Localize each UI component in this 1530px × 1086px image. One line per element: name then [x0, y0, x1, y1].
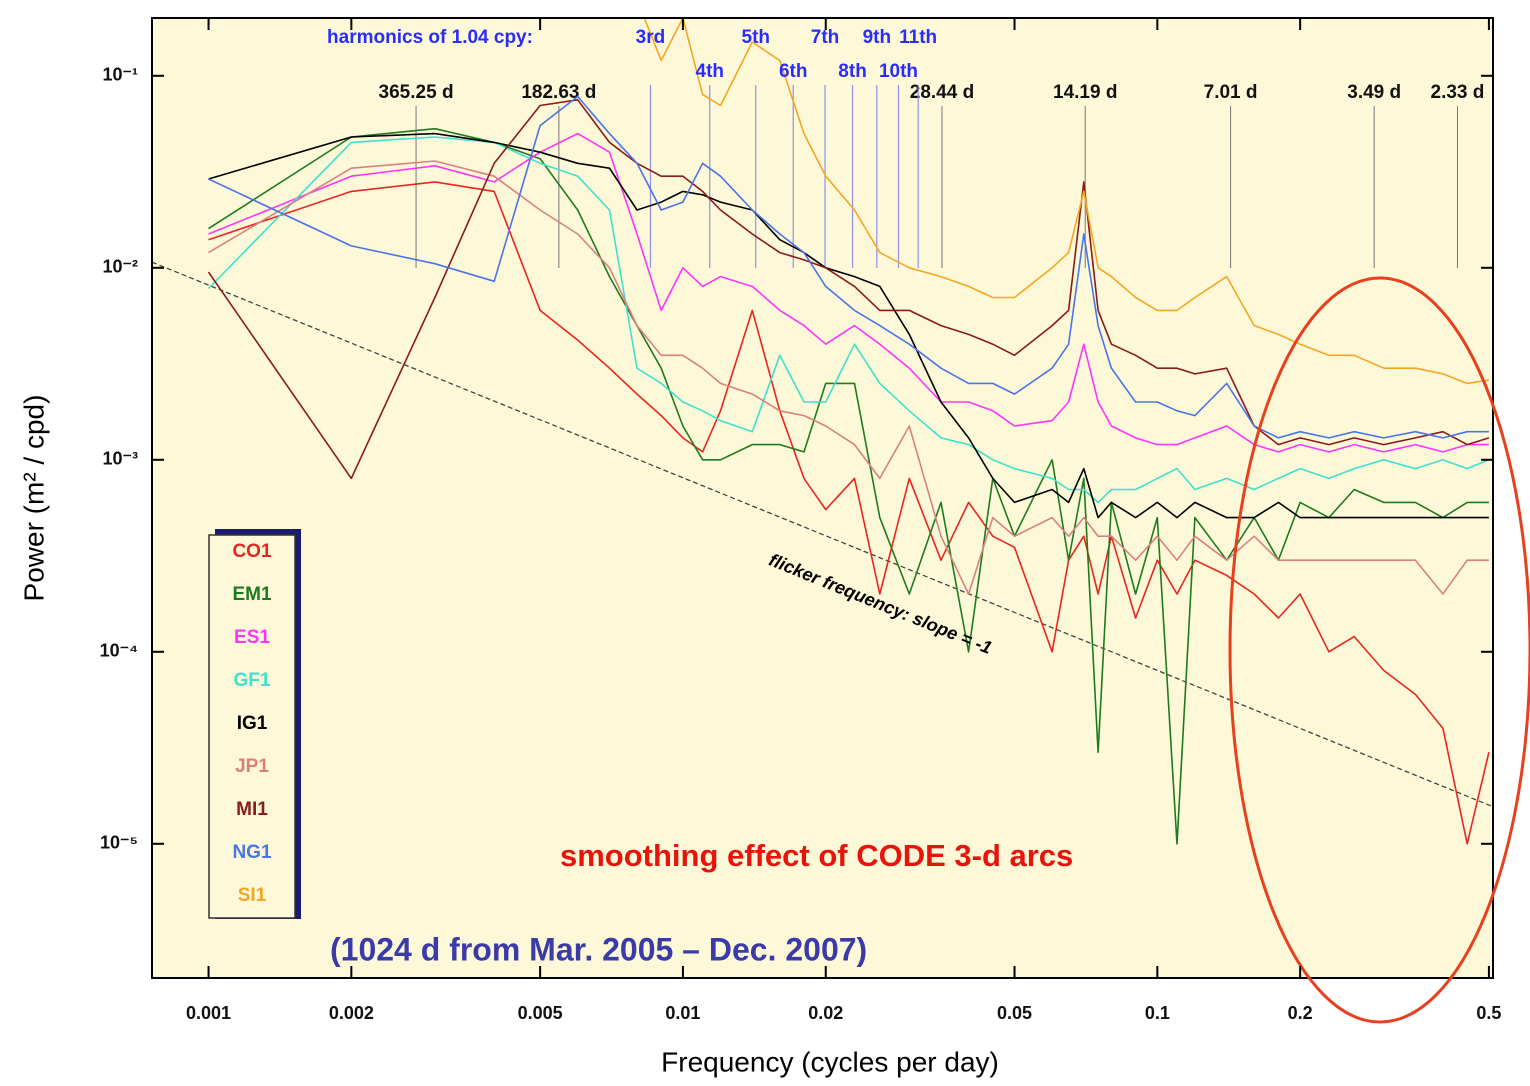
series-line	[207, 136, 1490, 504]
period-label: 182.63 d	[521, 82, 596, 103]
plot-frame	[151, 17, 1494, 979]
period-label: 2.33 d	[1431, 82, 1485, 103]
harmonics-title: harmonics of 1.04 cpy:	[327, 27, 533, 48]
x-tick-label: 0.001	[186, 1003, 231, 1023]
period-label: 3.49 d	[1347, 82, 1401, 103]
harmonic-label: 5th	[742, 27, 771, 48]
harmonic-label: 4th	[696, 61, 725, 82]
plot-layer: 365.25 d 182.63 d 28.44 d 14.19 d 7.01 d 3.49…	[152, 18, 1493, 845]
x-tick-label: 0.5	[1476, 1003, 1501, 1023]
annotation: (1024 d from Mar. 2005 – Dec. 2007)	[330, 931, 867, 967]
legend	[208, 534, 296, 919]
harmonic-label: 7th	[811, 27, 840, 48]
x-tick-label: 0.02	[808, 1003, 843, 1023]
y-tick-label: 10⁻⁴	[100, 641, 138, 661]
x-tick-label: 0.05	[997, 1003, 1032, 1023]
series-line	[208, 95, 1489, 439]
y-tick-label: 10⁻³	[102, 449, 138, 469]
x-axis-title: Frequency (cycles per day)	[661, 1046, 999, 1077]
harmonic-label: 11th	[899, 27, 937, 48]
flicker-line	[152, 261, 1493, 808]
legend-label: CO1	[232, 541, 272, 562]
series-line	[208, 160, 1489, 595]
x-tick-label: 0.002	[329, 1003, 374, 1023]
legend-label: IG1	[237, 713, 268, 734]
annotation: smoothing effect of CODE 3-d arcs	[560, 838, 1073, 873]
harmonic-label: 9th	[863, 27, 892, 48]
legend-label: EM1	[232, 584, 272, 605]
period-label: 7.01 d	[1204, 82, 1258, 103]
series-line	[208, 132, 1489, 453]
highlight-ellipse	[1228, 276, 1530, 1024]
period-label: 28.44 d	[910, 82, 974, 103]
legend-label: MI1	[236, 799, 268, 820]
y-tick-label: 10⁻¹	[102, 65, 138, 85]
plot-area	[152, 18, 1493, 978]
series-line	[208, 181, 1490, 845]
period-label: 14.19 d	[1053, 82, 1117, 103]
legend-label: JP1	[235, 756, 269, 777]
harmonic-label: 8th	[838, 61, 867, 82]
x-tick-label: 0.1	[1145, 1003, 1170, 1023]
legend-label: ES1	[234, 627, 270, 648]
harmonic-label: 6th	[779, 61, 808, 82]
harmonic-label: 10th	[879, 61, 918, 82]
y-axis-title: Power (m² / cpd)	[18, 395, 49, 602]
y-tick-label: 10⁻²	[102, 257, 138, 277]
legend-label: GF1	[234, 670, 271, 691]
period-label: 365.25 d	[379, 82, 454, 103]
x-tick-label: 0.01	[665, 1003, 700, 1023]
legend-items: CO1 EM1 ES1 GF1 IG1 JP1 MI1 NG1 SI1	[232, 541, 272, 906]
legend-label: NG1	[232, 842, 272, 863]
x-tick-label: 0.2	[1288, 1003, 1313, 1023]
legend-label: SI1	[238, 885, 267, 906]
series-line	[208, 132, 1489, 519]
x-tick-label: 0.005	[518, 1003, 563, 1023]
harmonic-label: 3rd	[636, 27, 666, 48]
series-line	[208, 18, 1490, 385]
y-tick-label: 10⁻⁵	[100, 833, 138, 853]
